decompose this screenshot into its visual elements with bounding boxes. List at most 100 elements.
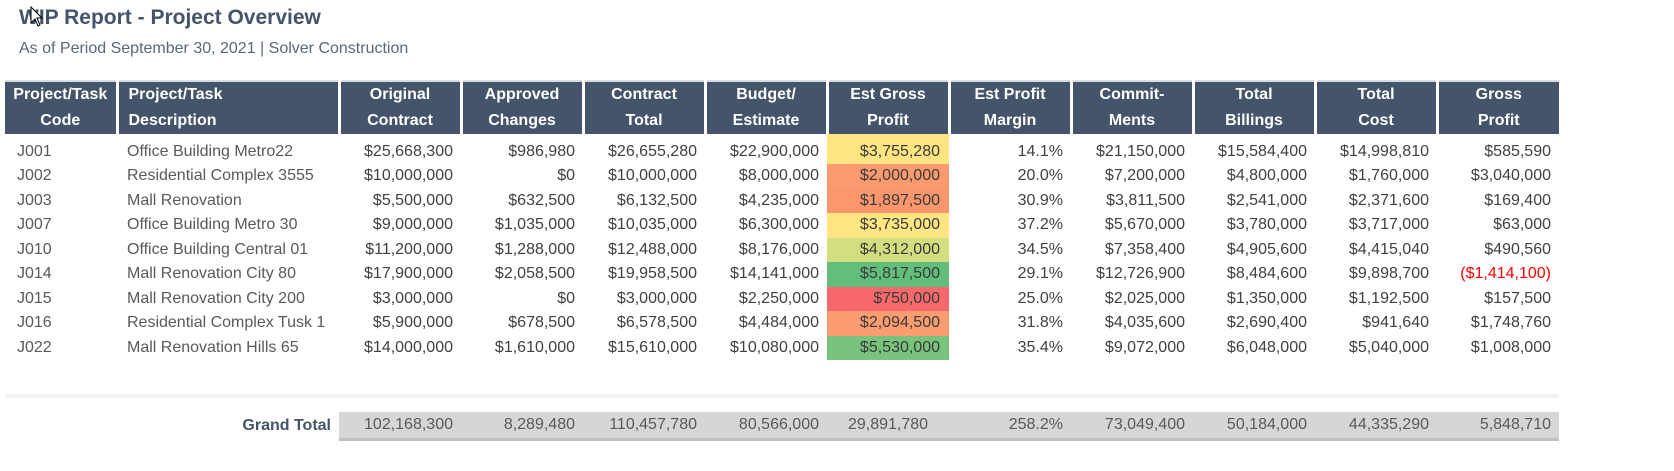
est-profit-margin-cell: 25.0% [1017,289,1063,307]
est-profit-margin-cell: 20.0% [1017,167,1063,185]
project-code-cell: J010 [17,240,52,258]
gross-profit-cell: $157,500 [1484,289,1551,307]
total-cost-cell: $1,760,000 [1348,167,1429,185]
original-contract-cell: $3,000,000 [372,289,453,307]
gross-profit-cell: $1,008,000 [1470,338,1551,356]
grand-total-budget: 80,566,000 [705,412,827,441]
total-billings-cell: $2,690,400 [1226,314,1307,332]
project-description-cell: Office Building Metro 30 [127,216,298,234]
column-header-approved-changes: Approved Changes [459,80,583,134]
header-line-1: Est Profit [974,86,1046,103]
contract-total-cell: $15,610,000 [608,338,697,356]
original-contract-cell: $5,900,000 [372,314,453,332]
project-description-cell: Mall Renovation City 200 [127,289,305,307]
grand-total-commitments: 73,049,400 [1071,412,1193,441]
spacer [5,398,1559,412]
project-code-cell: J003 [17,191,52,209]
header-line-1: Gross [1475,86,1522,103]
mouse-cursor-icon [30,6,44,27]
approved-changes-cell: $678,500 [508,314,575,332]
budget-estimate-cell: $4,235,000 [738,191,819,209]
table-row: J022 Mall Renovation Hills 65 $14,000,000 $… [5,335,1559,360]
grand-total-label: Grand Total [117,412,339,440]
original-contract-cell: $9,000,000 [372,216,453,234]
budget-estimate-cell: $4,484,000 [738,314,819,332]
header-line-1: Budget/ [736,86,796,103]
contract-total-cell: $6,132,500 [616,191,697,209]
header-line-2: Contract [367,112,433,129]
original-contract-cell: $25,668,300 [364,143,453,160]
contract-total-cell: $3,000,000 [616,289,697,307]
est-gross-profit-cell: $5,817,500 [827,262,949,287]
project-code-cell: J001 [17,143,52,160]
header-line-2: Total [625,112,663,129]
approved-changes-cell: $1,035,000 [494,216,575,234]
header-line-1: Project/Task [13,86,108,103]
project-description-cell: Office Building Metro22 [127,143,294,160]
project-code-cell: J022 [17,338,52,356]
approved-changes-cell: $1,610,000 [494,338,575,356]
budget-estimate-cell: $14,141,000 [730,265,819,283]
column-header-original-contract: Original Contract [337,80,461,134]
header-line-2: Changes [488,112,556,129]
total-cost-cell: $3,717,000 [1348,216,1429,234]
header-line-2: Ments [1108,112,1156,129]
wip-report-table: Project/Task Code Project/Task Description O… [5,80,1559,441]
total-cost-cell: $14,998,810 [1340,143,1429,160]
header-row: Project/Task Code Project/Task Description O… [5,80,1559,134]
approved-changes-cell: $1,288,000 [494,240,575,258]
divider [5,394,1559,398]
original-contract-cell: $17,900,000 [364,265,453,283]
column-header-description: Project/Task Description [115,80,339,134]
total-billings-cell: $15,584,400 [1218,143,1307,160]
gross-profit-cell: $169,400 [1484,191,1551,209]
approved-changes-cell: $632,500 [508,191,575,209]
project-description-cell: Residential Complex Tusk 1 [127,314,326,332]
header-line-2: Margin [983,112,1037,129]
blank-cell [5,412,117,440]
grand-total-est-gross-profit: 29,891,780 [827,412,949,441]
project-code-cell: J002 [17,167,52,185]
contract-total-cell: $10,035,000 [608,216,697,234]
total-cost-cell: $941,640 [1362,314,1429,332]
header-line-1: Commit- [1099,86,1165,103]
total-cost-cell: $5,040,000 [1348,338,1429,356]
project-code-cell: J007 [17,216,52,234]
project-description-cell: Mall Renovation City 80 [127,265,296,283]
total-cost-cell: $9,898,700 [1348,265,1429,283]
commitments-cell: $9,072,000 [1104,338,1185,356]
est-gross-profit-cell: $3,735,000 [827,213,949,238]
original-contract-cell: $5,500,000 [372,191,453,209]
grand-total-billings: 50,184,000 [1193,412,1315,441]
commitments-cell: $2,025,000 [1104,289,1185,307]
total-billings-cell: $8,484,600 [1226,265,1307,283]
grand-total-cost: 44,335,290 [1315,412,1437,441]
total-billings-cell: $4,905,600 [1226,240,1307,258]
est-profit-margin-cell: 34.5% [1017,240,1063,258]
grand-total-est-profit-margin: 258.2% [949,412,1071,441]
total-billings-cell: $1,350,000 [1226,289,1307,307]
table-row: J001 Office Building Metro22 $25,668,300 $9… [5,134,1559,164]
budget-estimate-cell: $10,080,000 [730,338,819,356]
est-gross-profit-cell: $4,312,000 [827,237,949,262]
report-title: WIP Report - Project Overview [19,6,321,29]
header-line-2: Cost [1358,112,1394,129]
project-code-cell: J015 [17,289,52,307]
spacer [5,360,1559,394]
est-gross-profit-cell: $750,000 [827,286,949,311]
gross-profit-cell: $585,590 [1484,143,1551,160]
gross-profit-cell: $63,000 [1493,216,1551,234]
gross-profit-cell: $490,560 [1484,240,1551,258]
contract-total-cell: $10,000,000 [608,167,697,185]
commitments-cell: $5,670,000 [1104,216,1185,234]
est-gross-profit-cell: $3,755,280 [827,134,949,164]
approved-changes-cell: $0 [557,289,575,307]
budget-estimate-cell: $6,300,000 [738,216,819,234]
est-profit-margin-cell: 31.8% [1017,314,1063,332]
est-profit-margin-cell: 35.4% [1017,338,1063,356]
column-header-budget-estimate: Budget/Estimate [703,80,827,134]
report-subtitle: As of Period September 30, 2021 | Solver… [19,40,409,57]
total-billings-cell: $3,780,000 [1226,216,1307,234]
est-profit-margin-cell: 30.9% [1017,191,1063,209]
column-header-code: Project/Task Code [5,80,117,134]
